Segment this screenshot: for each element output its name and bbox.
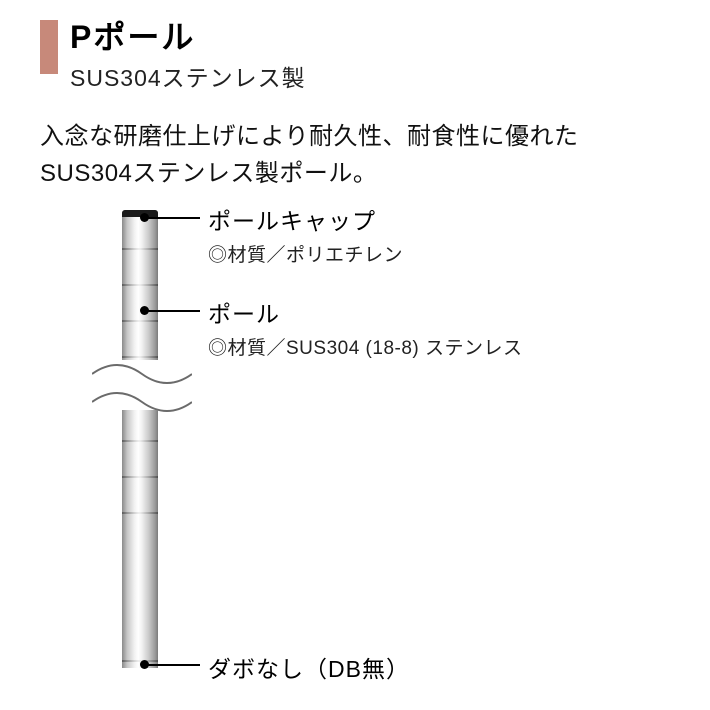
callout-pole: ポール ◎材質／SUS304 (18-8) ステンレス	[208, 295, 523, 360]
callout-line	[144, 217, 200, 219]
description-text: 入念な研磨仕上げにより耐久性、耐食性に優れたSUS304ステンレス製ポール。	[40, 118, 670, 192]
callout-title: ポール	[208, 295, 523, 329]
pole-groove	[122, 248, 158, 250]
page-subtitle: SUS304ステンレス製	[70, 59, 306, 93]
pole-diagram: ポールキャップ◎材質／ポリエチレンポール◎材質／SUS304 (18-8) ステ…	[40, 210, 670, 690]
pole-groove	[122, 284, 158, 286]
callout-db: ダボなし（DB無）	[208, 650, 410, 684]
title-row: Pポール SUS304ステンレス製	[40, 20, 670, 93]
pole-groove	[122, 320, 158, 322]
pole-groove	[122, 356, 158, 358]
callout-line	[144, 310, 200, 312]
pole-lower-segment	[122, 410, 158, 668]
pole-groove	[122, 512, 158, 514]
callout-title: ポールキャップ	[208, 202, 403, 236]
pole-groove	[122, 476, 158, 478]
pole-groove	[122, 440, 158, 442]
header: Pポール SUS304ステンレス製	[40, 20, 670, 93]
callout-cap: ポールキャップ ◎材質／ポリエチレン	[208, 202, 403, 267]
callout-title: ダボなし（DB無）	[208, 650, 410, 684]
page-title: Pポール	[70, 20, 306, 55]
callout-layer: ポールキャップ◎材質／ポリエチレンポール◎材質／SUS304 (18-8) ステ…	[158, 210, 658, 670]
pole-upper-segment	[122, 210, 158, 360]
callout-line	[144, 664, 200, 666]
callout-sub: ◎材質／SUS304 (18-8) ステンレス	[208, 333, 523, 360]
title-block: Pポール SUS304ステンレス製	[70, 20, 306, 93]
accent-bar	[40, 20, 58, 74]
pole-illustration	[122, 210, 158, 670]
callout-sub: ◎材質／ポリエチレン	[208, 240, 403, 267]
